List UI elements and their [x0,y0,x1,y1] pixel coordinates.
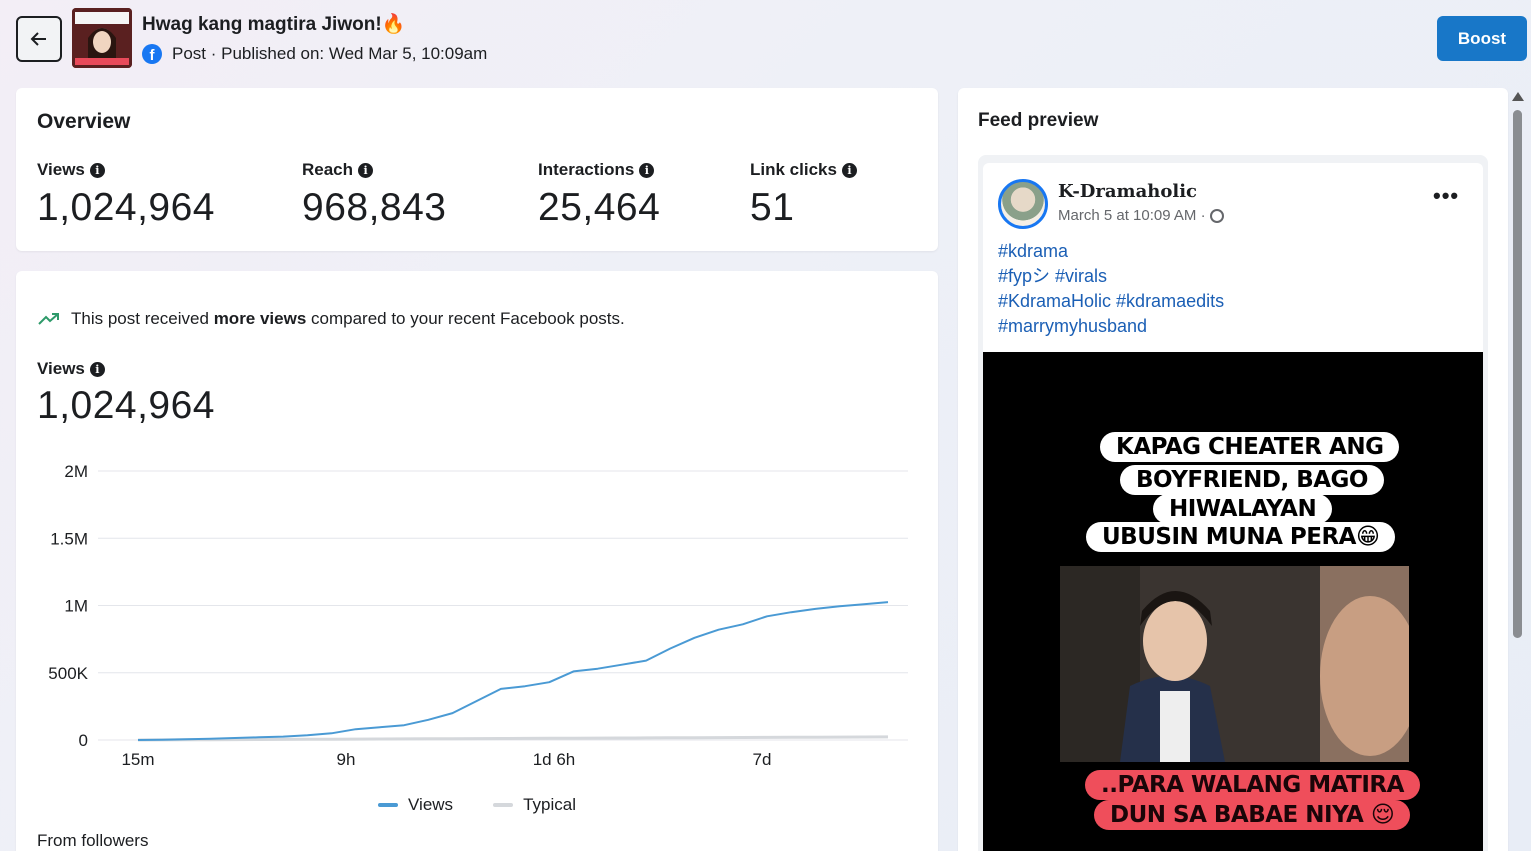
from-followers-label: From followers [37,831,149,850]
metric-label: Interactions [538,160,635,179]
scroll-up-icon[interactable] [1512,92,1524,101]
post-hashtags: #kdrama #fypシ #virals #KdramaHolic #kdra… [998,239,1224,339]
views-line-chart[interactable]: 2M 1.5M 1M 500K 0 15m 9h 1d 6h 7d [16,451,938,771]
overlay-text: BOYFRIEND, BAGO [1120,465,1384,495]
post-meta-text: Post · Published on: Wed Mar 5, 10:09am [172,44,488,63]
overlay-text-red: DUN SA BABAE NIYA 😌 [1094,800,1411,830]
legend-item-typical[interactable]: Typical [493,795,576,815]
metric-views: Views i 1,024,964 [37,160,215,230]
overlay-text-red: ..PARA WALANG MATIRA [1085,770,1420,800]
post-media[interactable]: KAPAG CHEATER ANG BOYFRIEND, BAGO HIWALA… [983,352,1483,851]
y-tick-label: 0 [79,731,88,750]
post-preview-inner: K-Dramaholic March 5 at 10:09 AM · ••• #… [983,163,1483,851]
hashtag-line[interactable]: #kdrama [998,241,1069,261]
info-icon[interactable]: i [639,162,655,178]
x-tick-label: 15m [121,750,154,769]
legend-label: Typical [523,795,576,814]
legend-item-views[interactable]: Views [378,795,453,815]
post-preview: K-Dramaholic March 5 at 10:09 AM · ••• #… [978,155,1488,851]
views-value: 1,024,964 [37,384,216,427]
info-icon[interactable]: i [89,361,105,377]
hashtag-line[interactable]: #KdramaHolic #kdramaedits [998,291,1225,311]
overlay-text: UBUSIN MUNA PERA😁 [1086,522,1396,552]
metric-link-clicks: Link clicks i 51 [750,160,857,230]
post-thumbnail[interactable] [72,8,132,68]
scroll-thumb[interactable] [1513,110,1522,638]
trend-bold: more views [213,309,307,328]
trending-up-icon [38,313,59,325]
scrollbar[interactable] [1512,92,1524,851]
legend-swatch [378,803,399,807]
page-name[interactable]: K-Dramaholic [1058,181,1197,202]
post-header: Hwag kang magtira Jiwon!🔥 f Post · Publi… [0,0,1531,80]
post-photo [1060,566,1409,762]
trend-prefix: This post received [71,309,214,328]
more-options-icon[interactable]: ••• [1433,183,1460,208]
y-tick-label: 500K [48,664,88,683]
page-avatar[interactable] [998,179,1048,229]
views-card: This post received more views compared t… [16,271,938,851]
metric-label: Reach [302,160,354,179]
x-tick-label: 9h [337,750,356,769]
views-series-line[interactable] [137,601,889,741]
post-title: Hwag kang magtira Jiwon!🔥 [142,12,405,36]
overlay-text: KAPAG CHEATER ANG [1100,432,1400,462]
hashtag-line[interactable]: #fypシ #virals [998,266,1108,286]
feed-preview-card: Feed preview K-Dramaholic March 5 at 10:… [958,88,1508,851]
metric-interactions: Interactions i 25,464 [538,160,660,230]
legend-swatch [493,803,514,807]
boost-button[interactable]: Boost [1437,16,1527,61]
chart-legend: Views Typical [16,795,938,815]
feed-preview-title: Feed preview [978,110,1099,131]
legend-label: Views [408,795,454,814]
y-tick-label: 1.5M [50,529,88,548]
metric-label: Views [37,160,85,179]
hashtag-line[interactable]: #marrymyhusband [998,316,1148,336]
metric-reach: Reach i 968,843 [302,160,446,230]
info-icon[interactable]: i [841,162,857,178]
y-tick-label: 2M [64,462,88,481]
info-icon[interactable]: i [358,162,374,178]
post-date: March 5 at 10:09 AM · [1058,207,1224,224]
arrow-left-icon [30,32,46,46]
typical-series-line[interactable] [137,735,889,742]
info-icon[interactable]: i [89,162,105,178]
metric-value: 1,024,964 [37,186,216,229]
views-label-text: Views [37,359,85,378]
back-button[interactable] [16,16,62,62]
metric-value: 968,843 [302,186,447,229]
facebook-icon: f [142,44,162,64]
overlay-text: HIWALAYAN [1153,494,1333,524]
y-tick-label: 1M [64,597,88,616]
post-meta: f Post · Published on: Wed Mar 5, 10:09a… [142,44,487,64]
overview-card: Overview Views i 1,024,964 Reach i 968,843… [16,88,938,251]
x-tick-label: 7d [753,750,772,769]
metric-value: 25,464 [538,186,661,229]
overview-title: Overview [37,110,131,133]
metric-label: Link clicks [750,160,837,179]
post-date-text: March 5 at 10:09 AM · [1058,207,1206,224]
views-label: Views i [37,359,105,379]
trend-suffix: compared to your recent Facebook posts. [306,309,625,328]
globe-icon [1209,208,1224,223]
fire-emoji: 🔥 [381,14,406,35]
post-title-text: Hwag kang magtira Jiwon! [142,14,382,35]
trend-message: This post received more views compared t… [37,309,625,329]
metric-value: 51 [750,186,795,229]
x-tick-label: 1d 6h [533,750,576,769]
